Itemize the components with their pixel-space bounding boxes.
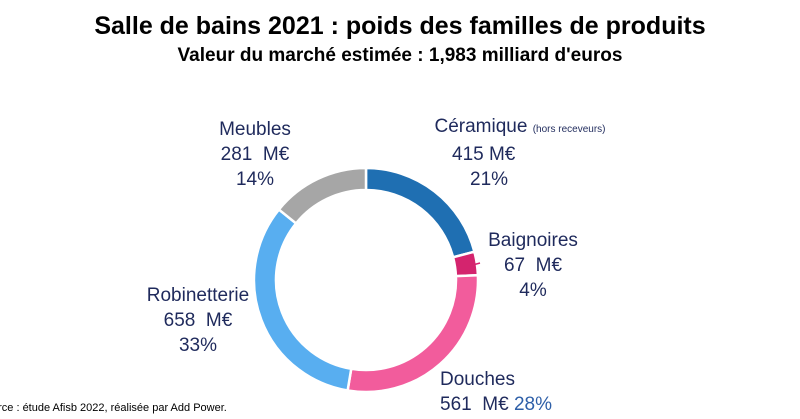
chart-subtitle: Valeur du marché estimée : 1,983 milliar…: [177, 45, 623, 66]
label-meubles: Meubles 281 M€ 14%: [200, 117, 310, 192]
label-baignoires: Baignoires 67 M€ 4%: [478, 228, 588, 303]
slice-value-robinetterie: 658 M€: [163, 310, 233, 331]
slice-name-meubles: Meubles: [219, 119, 291, 140]
slice-percent-robinetterie: 33%: [178, 335, 218, 356]
source-note: urce : étude Afisb 2022, réalisée par Ad…: [0, 402, 227, 414]
leader-line-baignoires: [461, 262, 481, 269]
slice-value-douches: 561 M€: [440, 394, 509, 415]
slice-name-baignoires: Baignoires: [488, 230, 578, 251]
slice-percent-meubles: 14%: [235, 169, 275, 190]
slice-percent-douches: 28%: [513, 394, 552, 415]
slice-value-baignoires: 67 M€: [503, 255, 563, 276]
slice-value-ceramique: 415 M€: [452, 144, 516, 165]
slice-percent-baignoires: 4%: [519, 280, 547, 301]
slice-note-ceramique: (hors receveurs): [532, 124, 606, 135]
label-robinetterie: Robinetterie 658 M€ 33%: [138, 283, 258, 358]
label-douches: Douches 561 M€ 28%: [440, 367, 590, 417]
slice-name-ceramique: Céramique: [434, 116, 528, 137]
slice-name-robinetterie: Robinetterie: [146, 285, 250, 306]
donut-slice-meubles: [277, 166, 368, 226]
donut-slice-robinetterie: [252, 207, 353, 392]
slice-percent-ceramique: 21%: [470, 169, 509, 190]
label-ceramique: Céramique (hors receveurs) 415 M€ 21%: [415, 114, 625, 192]
chart-title: Salle de bains 2021 : poids des familles…: [94, 12, 706, 40]
slice-name-douches: Douches: [440, 369, 515, 390]
slice-value-meubles: 281 M€: [220, 144, 290, 165]
